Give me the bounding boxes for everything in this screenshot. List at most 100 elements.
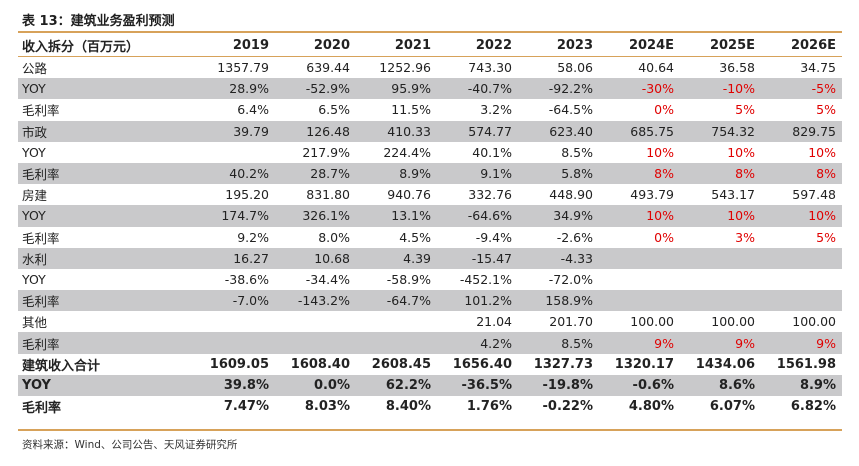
table-cell (680, 290, 761, 312)
header-label: 收入拆分（百万元） (18, 34, 194, 57)
table-cell: 754.32 (680, 120, 761, 142)
table-cell (680, 247, 761, 269)
row-label: YOY (18, 205, 194, 227)
table-cell: 1327.73 (533, 356, 593, 372)
table-cell: 3.2% (480, 102, 512, 118)
table-cell: 8.9% (356, 162, 437, 185)
table-cell (599, 269, 680, 290)
table-cell: 6.82% (790, 399, 836, 415)
table-cell: -52.9% (275, 78, 356, 100)
header-year: 2020 (275, 34, 356, 57)
table-cell: 40.64 (638, 60, 674, 76)
table-cell: 28.7% (275, 162, 356, 185)
table-cell: 543.17 (711, 187, 755, 203)
table-cell: 8.5% (561, 144, 593, 160)
table-row: 毛利率 6.4% 6.5% 11.5% 3.2% -64.5% 0% 5% 5% (18, 99, 842, 120)
table-cell: 100.00 (711, 314, 755, 330)
table-cell: 5% (816, 229, 836, 245)
table-cell (680, 269, 761, 290)
table-cell (356, 311, 437, 332)
table-cell: 9% (761, 332, 842, 354)
table-cell (194, 332, 275, 354)
table-cell: 40.1% (472, 144, 512, 160)
table-cell: -64.5% (548, 102, 593, 118)
table-cell: 34.9% (518, 205, 599, 227)
table-row: 建筑收入合计 1609.05 1608.40 2608.45 1656.40 1327.7… (18, 354, 842, 375)
table-cell: 21.04 (476, 314, 512, 330)
table-cell: -2.6% (556, 229, 593, 245)
row-label: 毛利率 (22, 103, 60, 119)
table-cell: 9.1% (437, 162, 518, 185)
table-cell: 3% (735, 229, 755, 245)
table-cell: 743.30 (468, 60, 512, 76)
bottom-rule (18, 429, 842, 431)
table-cell: 8.9% (761, 374, 842, 396)
table-cell: 1357.79 (217, 60, 269, 76)
row-label: 建筑收入合计 (22, 358, 101, 374)
table-cell: 1.76% (466, 399, 512, 415)
table-cell (356, 332, 437, 354)
table-cell (194, 311, 275, 332)
table-cell: 9% (599, 332, 680, 354)
table-cell: 201.70 (549, 314, 593, 330)
table-row: YOY 39.8% 0.0% 62.2% -36.5% -19.8% -0.6% 8.6% 8.… (18, 374, 842, 396)
table-cell: 126.48 (275, 120, 356, 142)
header-year: 2019 (194, 34, 275, 57)
table-cell: 28.9% (194, 78, 275, 100)
table-cell: 5% (816, 102, 836, 118)
table-cell: 174.7% (194, 205, 275, 227)
header-year: 2026E (761, 34, 842, 57)
table-cell: 2608.45 (371, 356, 431, 372)
table-cell: 597.48 (792, 187, 836, 203)
table-cell: 1320.17 (614, 356, 674, 372)
table-cell: 39.79 (194, 120, 275, 142)
table-cell: -15.47 (437, 247, 518, 269)
table-cell: 8% (599, 162, 680, 185)
table-cell: -5% (761, 78, 842, 100)
table-row: 毛利率 -7.0% -143.2% -64.7% 101.2% 158.9% (18, 290, 842, 312)
table-cell: 158.9% (518, 290, 599, 312)
table-cell: 5% (735, 102, 755, 118)
table-cell: 100.00 (792, 314, 836, 330)
table-cell: 8% (761, 162, 842, 185)
table-cell: 58.06 (557, 60, 593, 76)
table-row: YOY 28.9% -52.9% 95.9% -40.7% -92.2% -30% -10% -… (18, 78, 842, 100)
table-cell: 8.40% (385, 399, 431, 415)
header-year: 2023 (518, 34, 599, 57)
table-cell: 36.58 (719, 60, 755, 76)
header-row: 收入拆分（百万元） 2019 2020 2021 2022 2023 2024E… (18, 34, 842, 57)
table-cell: -36.5% (437, 374, 518, 396)
table-row: 毛利率 40.2% 28.7% 8.9% 9.1% 5.8% 8% 8% 8% (18, 162, 842, 185)
row-label: 水利 (18, 247, 194, 269)
table-cell: 326.1% (275, 205, 356, 227)
table-title: 表 13：建筑业务盈利预测 (22, 14, 175, 29)
table-cell: 829.75 (761, 120, 842, 142)
row-label: YOY (22, 144, 46, 160)
table-cell: -30% (599, 78, 680, 100)
table-row: 其他 21.04 201.70 100.00 100.00 100.00 (18, 311, 842, 332)
table-row: 公路 1357.79 639.44 1252.96 743.30 58.06 40.64 36… (18, 57, 842, 79)
table-row: 市政 39.79 126.48 410.33 574.77 623.40 685.75 754… (18, 120, 842, 142)
table-body: 公路 1357.79 639.44 1252.96 743.30 58.06 40.64 36… (18, 57, 842, 418)
table-cell: 10% (599, 205, 680, 227)
row-label: 公路 (22, 61, 48, 77)
row-label: YOY (22, 271, 46, 287)
table-cell: 940.76 (387, 187, 431, 203)
table-cell: 10.68 (275, 247, 356, 269)
table-cell: 639.44 (306, 60, 350, 76)
table-cell: 1656.40 (452, 356, 512, 372)
table-cell: 4.5% (399, 229, 431, 245)
table-cell: -64.7% (356, 290, 437, 312)
table-cell (599, 247, 680, 269)
table-cell: -143.2% (275, 290, 356, 312)
table-cell: 410.33 (356, 120, 437, 142)
table-row: 毛利率 9.2% 8.0% 4.5% -9.4% -2.6% 0% 3% 5% (18, 227, 842, 248)
table-cell: 8% (680, 162, 761, 185)
table-cell: 6.5% (318, 102, 350, 118)
table-cell: 13.1% (356, 205, 437, 227)
table-cell: 8.0% (318, 229, 350, 245)
table-cell (194, 142, 275, 163)
table-cell: 100.00 (630, 314, 674, 330)
table-row: YOY -38.6% -34.4% -58.9% -452.1% -72.0% (18, 269, 842, 290)
